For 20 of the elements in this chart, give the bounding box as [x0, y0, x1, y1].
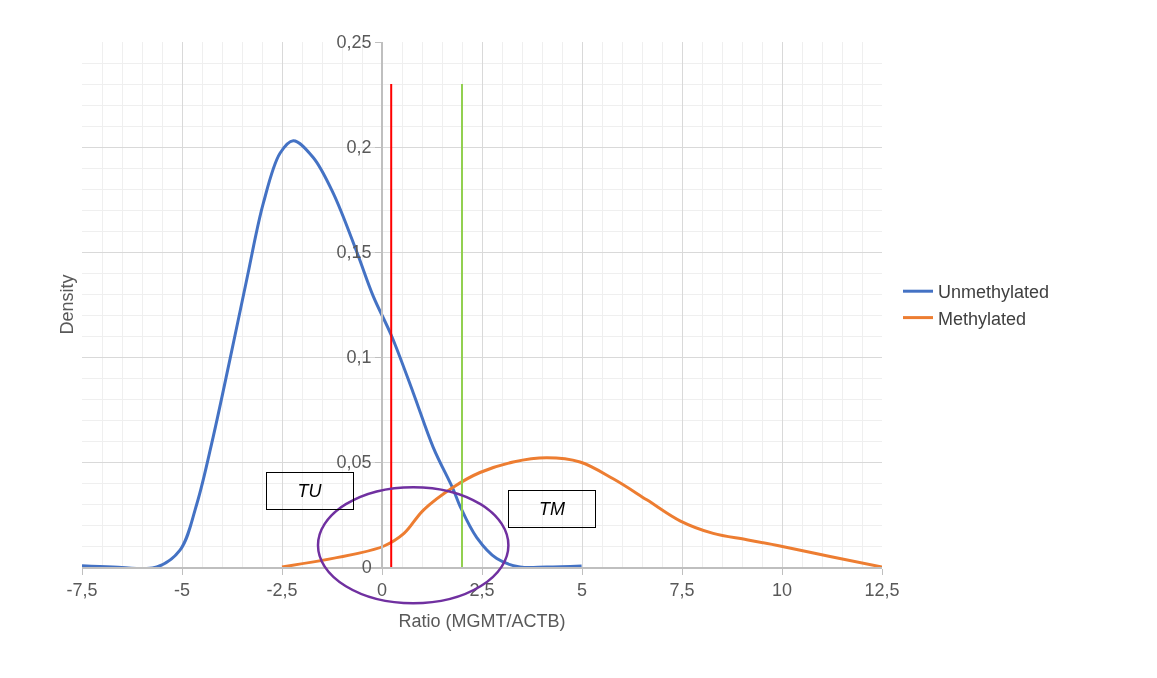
- x-tick-label: -2,5: [266, 580, 298, 601]
- y-tick-label: 0,25: [336, 32, 372, 53]
- x-tick-label: -7,5: [66, 580, 98, 601]
- x-tick-label: -5: [173, 580, 191, 601]
- x-tick-label: 5: [576, 580, 588, 601]
- y-tick-label: 0,1: [346, 347, 372, 368]
- x-tick-label: 10: [771, 580, 793, 601]
- x-tick-label: 7,5: [669, 580, 695, 601]
- annotation: TU: [297, 481, 323, 501]
- x-tick-label: 12,5: [864, 580, 900, 601]
- x-tick-label: 2,5: [469, 580, 495, 601]
- legend-label: Unmethylated: [938, 282, 1050, 303]
- y-tick-label: 0,05: [336, 452, 372, 473]
- annotation: TM: [539, 499, 565, 519]
- legend-label: Methylated: [938, 308, 1027, 329]
- x-tick-label: 0: [376, 580, 388, 601]
- y-axis-title: Density: [56, 274, 77, 335]
- y-tick-label: 0: [361, 557, 372, 578]
- y-tick-label: 0,2: [346, 137, 372, 158]
- x-axis-title: Ratio (MGMT/ACTB): [398, 610, 566, 631]
